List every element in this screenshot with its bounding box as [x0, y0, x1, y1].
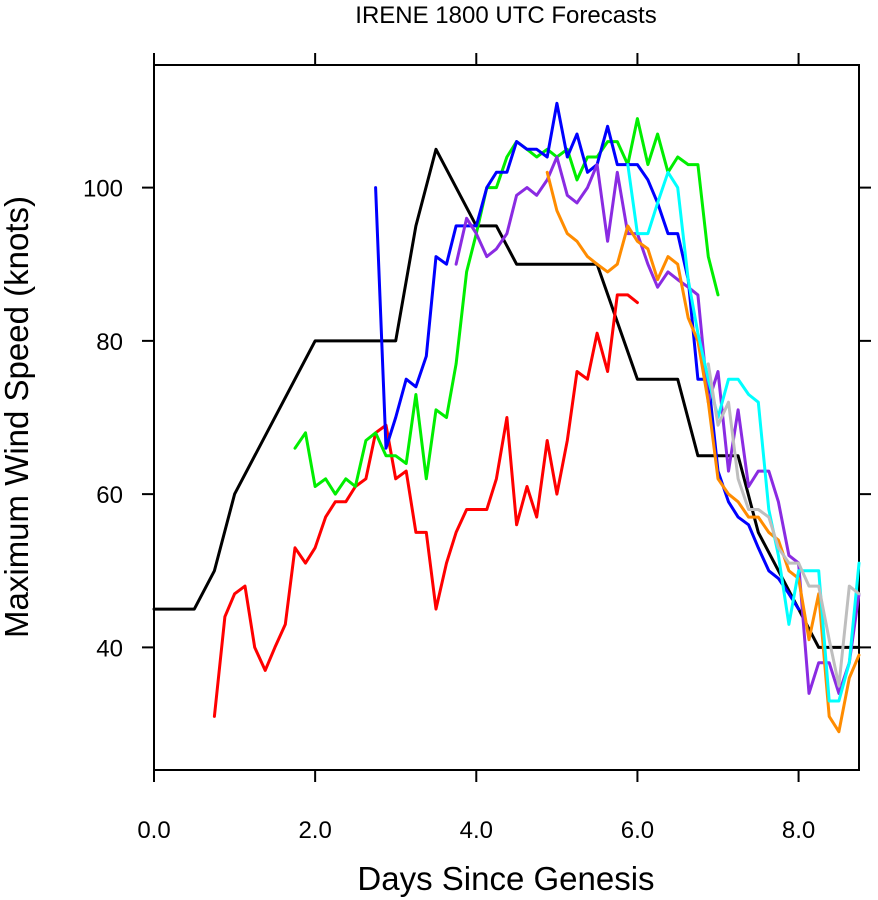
x-tick-label: 4.0: [460, 817, 493, 844]
axis-ticks: [142, 53, 871, 782]
series-lines: [152, 101, 861, 734]
series-line-2: [212, 293, 639, 718]
series-line-4: [374, 101, 801, 611]
y-tick-label: 40: [96, 635, 123, 662]
series-line-1: [152, 147, 861, 649]
x-tick-labels: 0.0 2.0 4.0 6.0 8.0: [137, 817, 815, 844]
series-line-3: [293, 117, 720, 496]
y-axis-title: Maximum Wind Speed (knots): [0, 196, 35, 638]
x-tick-label: 8.0: [782, 817, 815, 844]
plot-frame: [153, 64, 860, 771]
x-tick-label: 6.0: [621, 817, 654, 844]
series-line-6: [545, 170, 861, 734]
x-tick-label: 2.0: [298, 817, 331, 844]
series-line-5: [454, 155, 861, 695]
y-tick-labels: 40 60 80 100: [83, 176, 123, 663]
series-line-8: [706, 362, 861, 688]
x-axis-title: Days Since Genesis: [357, 860, 654, 897]
chart-title: IRENE 1800 UTC Forecasts: [355, 2, 656, 29]
y-tick-label: 100: [83, 176, 123, 203]
x-tick-label: 0.0: [137, 817, 170, 844]
y-tick-label: 80: [96, 329, 123, 356]
y-tick-label: 60: [96, 482, 123, 509]
